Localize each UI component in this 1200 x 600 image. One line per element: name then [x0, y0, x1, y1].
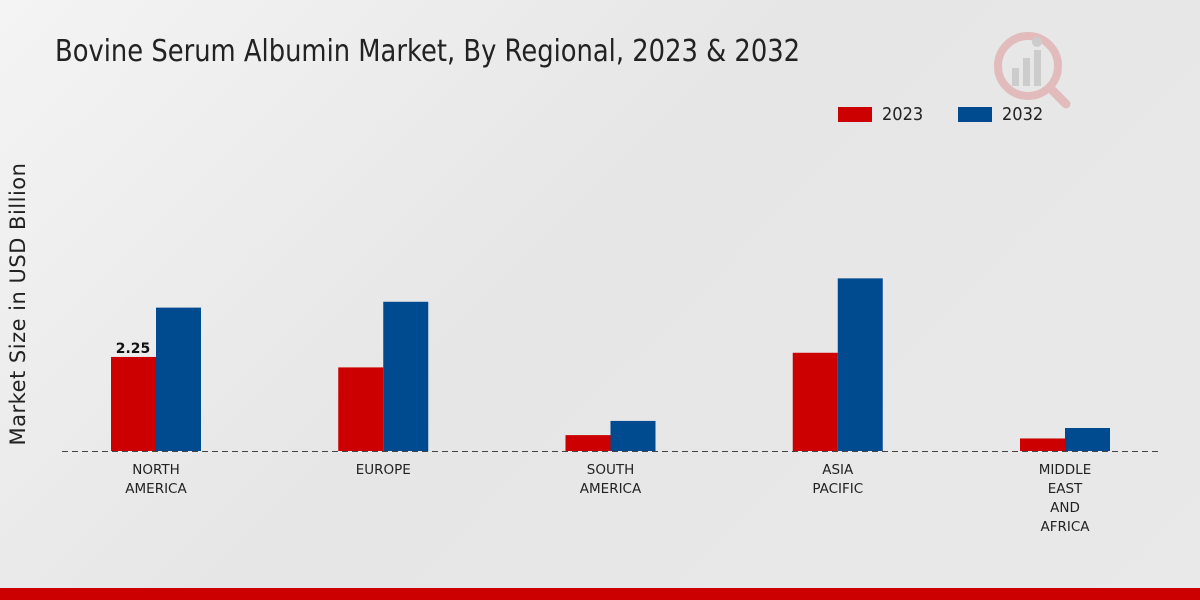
x-tick-label: AFRICA	[1040, 519, 1090, 535]
x-tick-label: NORTH	[132, 462, 180, 478]
bar-2032-0	[156, 307, 201, 451]
bar-2023-1	[338, 367, 384, 451]
x-tick-label: ASIA	[822, 462, 854, 478]
legend-item-2023: 2023	[838, 104, 928, 125]
x-tick-label: MIDDLE	[1039, 462, 1091, 478]
bar-2023-2	[565, 435, 611, 451]
bar-2023-0	[111, 356, 156, 451]
legend-swatch-2032	[958, 107, 992, 122]
x-tick-label: AMERICA	[580, 481, 642, 497]
bar-2032-2	[610, 420, 656, 451]
legend-label-2032: 2032	[1002, 104, 1044, 125]
bottom-accent-bar	[0, 588, 1200, 600]
bar-2032-4	[1065, 428, 1110, 451]
x-tick-label: AMERICA	[125, 481, 187, 497]
watermark-logo-icon	[994, 32, 1071, 109]
x-tick-label: AND	[1050, 500, 1080, 516]
x-tick-label: EAST	[1048, 481, 1083, 497]
x-tick-label: EUROPE	[356, 462, 411, 478]
chart-title: Bovine Serum Albumin Market, By Regional…	[55, 34, 801, 69]
data-label: 2.25	[116, 341, 151, 357]
x-tick-label: SOUTH	[587, 462, 634, 478]
bar-2032-3	[837, 278, 883, 451]
bar-2023-4	[1020, 438, 1065, 451]
bar-2023-3	[792, 352, 838, 451]
bar-2032-1	[383, 301, 429, 451]
x-tick-label: PACIFIC	[812, 481, 863, 497]
legend-swatch-2023	[838, 107, 872, 122]
legend-item-2032: 2032	[958, 104, 1048, 125]
legend-label-2023: 2023	[882, 104, 924, 125]
